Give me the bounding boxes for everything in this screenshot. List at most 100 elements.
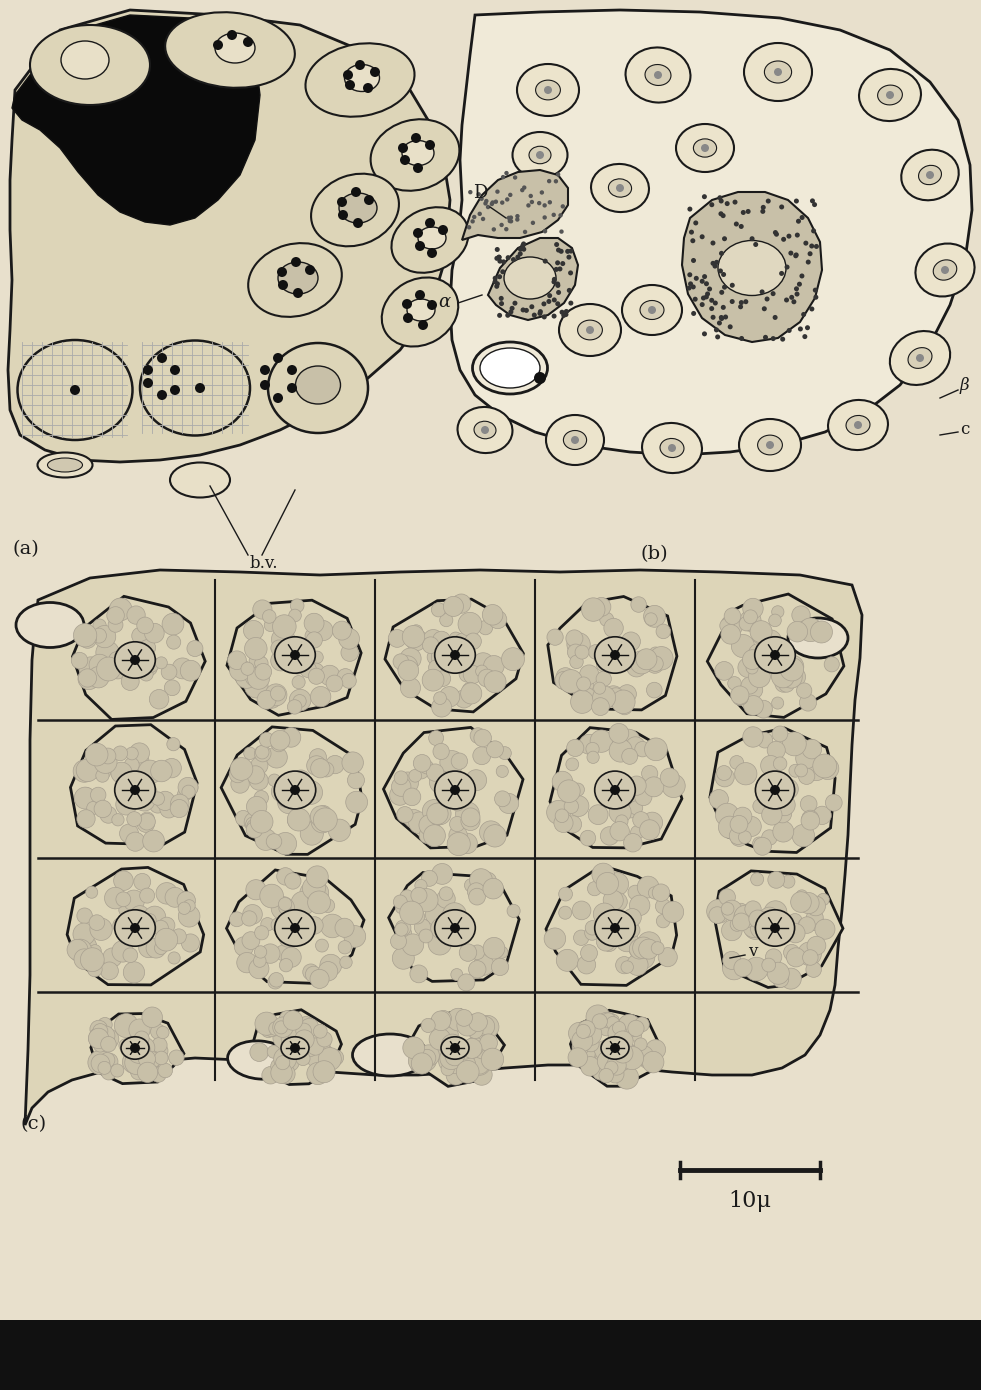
Circle shape [271, 639, 287, 656]
Circle shape [123, 1051, 145, 1073]
Circle shape [266, 834, 282, 849]
Circle shape [813, 295, 818, 300]
Circle shape [134, 1031, 149, 1047]
Circle shape [338, 628, 359, 649]
Circle shape [758, 908, 780, 929]
Circle shape [419, 929, 433, 942]
Circle shape [926, 171, 934, 179]
Circle shape [715, 335, 720, 339]
Circle shape [783, 733, 806, 756]
Circle shape [916, 354, 924, 361]
Circle shape [326, 755, 344, 774]
Circle shape [507, 905, 520, 917]
Circle shape [766, 441, 774, 449]
Ellipse shape [268, 343, 368, 434]
Circle shape [645, 1040, 665, 1059]
Circle shape [234, 937, 254, 956]
Circle shape [464, 1015, 485, 1036]
Ellipse shape [295, 366, 340, 404]
Circle shape [447, 833, 470, 856]
Circle shape [644, 777, 664, 796]
Circle shape [260, 366, 270, 375]
Circle shape [143, 906, 166, 929]
Circle shape [773, 316, 778, 320]
Circle shape [276, 1048, 300, 1072]
Circle shape [760, 756, 781, 776]
Circle shape [702, 274, 707, 279]
Circle shape [459, 944, 477, 962]
Circle shape [284, 1011, 303, 1030]
Circle shape [591, 730, 612, 752]
Circle shape [292, 1041, 312, 1061]
Circle shape [230, 766, 246, 783]
Circle shape [742, 816, 761, 837]
Circle shape [762, 306, 767, 311]
Circle shape [439, 687, 460, 708]
Circle shape [812, 202, 817, 207]
Polygon shape [547, 596, 677, 710]
Circle shape [138, 937, 159, 958]
Circle shape [745, 958, 768, 981]
Circle shape [604, 1065, 616, 1077]
Polygon shape [91, 1013, 183, 1084]
Circle shape [461, 682, 482, 703]
Circle shape [268, 774, 281, 787]
Circle shape [554, 242, 559, 247]
Circle shape [647, 656, 663, 671]
Circle shape [534, 373, 546, 384]
Circle shape [741, 210, 746, 215]
Circle shape [792, 606, 810, 624]
Circle shape [770, 651, 780, 660]
Circle shape [145, 663, 157, 676]
Circle shape [490, 200, 494, 204]
Circle shape [304, 1044, 317, 1056]
Circle shape [552, 277, 557, 282]
Ellipse shape [517, 64, 579, 115]
Circle shape [717, 195, 722, 200]
Circle shape [722, 236, 727, 242]
Circle shape [770, 785, 780, 795]
Circle shape [743, 649, 762, 670]
Polygon shape [571, 1011, 662, 1086]
Circle shape [494, 284, 499, 289]
Circle shape [133, 873, 151, 891]
Circle shape [88, 1051, 112, 1074]
Circle shape [547, 200, 552, 204]
Circle shape [127, 812, 141, 827]
Circle shape [781, 236, 786, 242]
Circle shape [289, 689, 311, 710]
Circle shape [227, 31, 237, 40]
Circle shape [805, 912, 823, 930]
Circle shape [560, 261, 565, 265]
Circle shape [399, 901, 423, 924]
Circle shape [815, 919, 835, 940]
Circle shape [743, 598, 763, 619]
Ellipse shape [546, 416, 604, 466]
Circle shape [507, 218, 512, 224]
Circle shape [290, 785, 300, 795]
Circle shape [79, 657, 102, 680]
Circle shape [253, 955, 266, 967]
Circle shape [451, 594, 471, 613]
Circle shape [162, 613, 183, 635]
Circle shape [767, 741, 786, 759]
Circle shape [136, 1047, 153, 1063]
Circle shape [133, 1037, 155, 1058]
Circle shape [450, 796, 464, 810]
Circle shape [290, 656, 303, 669]
Circle shape [491, 958, 509, 976]
Circle shape [137, 815, 155, 833]
Circle shape [551, 314, 556, 318]
Circle shape [74, 949, 95, 970]
Circle shape [137, 1062, 158, 1083]
Circle shape [345, 81, 355, 90]
Circle shape [181, 660, 201, 681]
Circle shape [651, 941, 664, 955]
Circle shape [109, 652, 126, 669]
Circle shape [310, 969, 329, 988]
Circle shape [250, 810, 273, 833]
Circle shape [111, 1063, 124, 1077]
Polygon shape [550, 727, 682, 848]
Circle shape [631, 596, 646, 613]
Circle shape [158, 1063, 173, 1077]
